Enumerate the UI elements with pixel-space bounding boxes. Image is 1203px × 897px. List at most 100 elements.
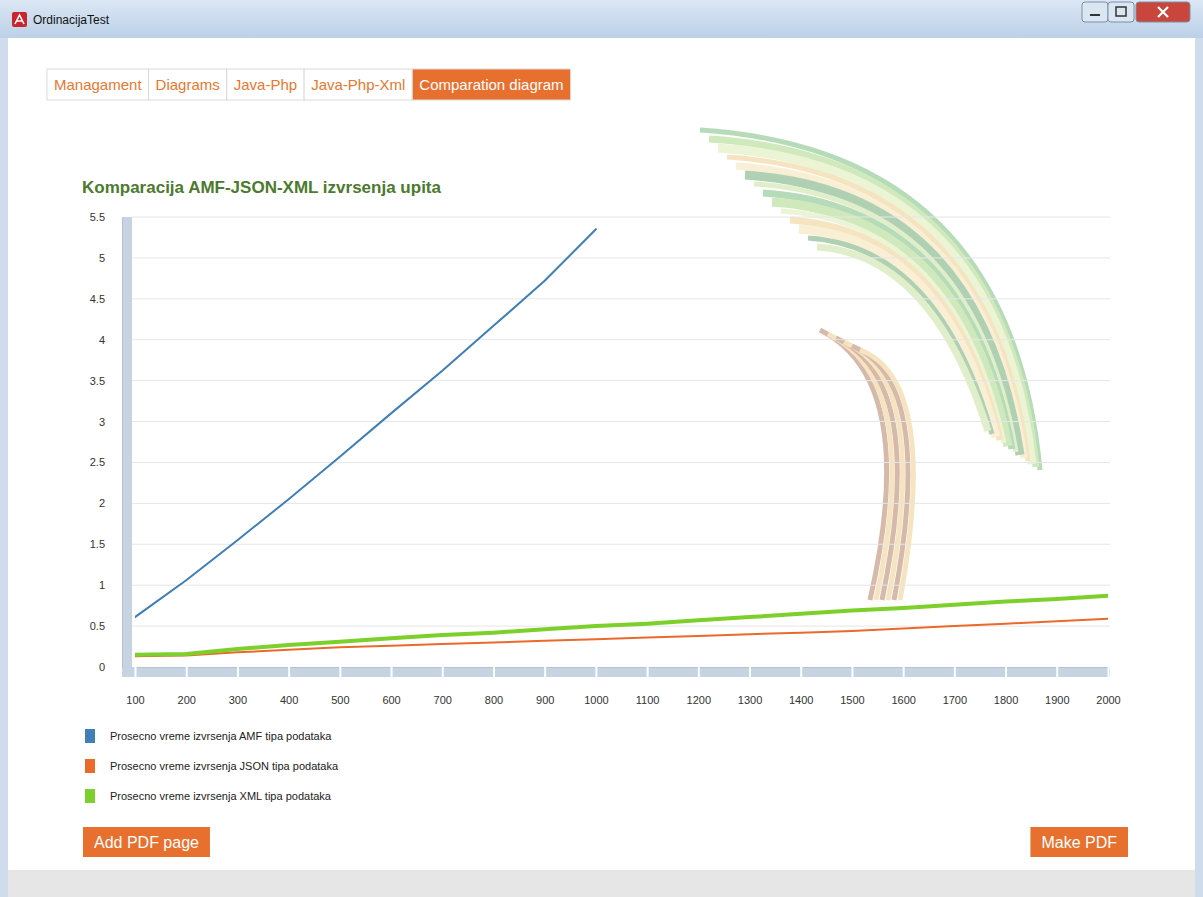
x-axis-line	[136, 667, 1109, 668]
grid-line	[132, 339, 1110, 340]
y-axis-bar	[122, 217, 132, 677]
tab-label[interactable]: Managament	[54, 76, 142, 93]
swirl	[860, 350, 913, 600]
close-button[interactable]	[1136, 2, 1190, 22]
y-tick-label: 5.5	[90, 211, 105, 223]
x-tick: 400	[280, 667, 298, 706]
maximize-button[interactable]	[1108, 2, 1134, 22]
x-tick-mark	[391, 667, 393, 677]
minimize-button[interactable]	[1082, 2, 1108, 22]
tab-label[interactable]: Java-Php-Xml	[311, 76, 405, 93]
grid-line	[132, 257, 1110, 258]
x-tick: 300	[229, 667, 247, 706]
x-tick: 1600	[891, 667, 915, 706]
button-label[interactable]: Make PDF	[1041, 834, 1117, 851]
y-tick-label: 1	[99, 579, 105, 591]
x-tick-mark	[749, 667, 751, 677]
button-label[interactable]: Add PDF page	[94, 834, 199, 851]
swirl	[852, 346, 908, 600]
window-body	[0, 0, 1203, 897]
y-tick-label: 3.5	[90, 375, 105, 387]
button[interactable]: Make PDF	[1030, 827, 1128, 857]
legend-swatch	[85, 759, 95, 773]
tab-background[interactable]	[149, 69, 227, 100]
x-tick-label: 200	[178, 694, 196, 706]
window-border	[0, 38, 8, 897]
grid-line	[132, 380, 1110, 381]
y-tick-label: 4.5	[90, 293, 105, 305]
y-tick-label: 2	[99, 497, 105, 509]
tab[interactable]: Java-Php-Xml	[304, 69, 412, 100]
tab[interactable]: Diagrams	[149, 69, 227, 100]
x-tick-mark	[442, 667, 444, 677]
legend-swatch	[85, 789, 95, 803]
y-tick: 3.5	[90, 375, 122, 387]
tab[interactable]: Comparation diagram	[412, 69, 570, 100]
x-tick-label: 700	[434, 694, 452, 706]
x-tick-mark	[903, 667, 905, 677]
window-border	[1195, 38, 1203, 897]
tab-label[interactable]: Java-Php	[234, 76, 297, 93]
x-tick-label: 600	[382, 694, 400, 706]
x-tick-label: 900	[536, 694, 554, 706]
x-tick-mark	[647, 667, 649, 677]
x-tick: 600	[382, 667, 400, 706]
maximize-glyph	[1116, 7, 1126, 16]
x-tick-label: 1400	[789, 694, 813, 706]
x-tick: 200	[178, 667, 196, 706]
x-tick-mark	[544, 667, 546, 677]
tab-label[interactable]: Diagrams	[156, 76, 220, 93]
x-tick-label: 1500	[840, 694, 864, 706]
y-tick-label: 4	[99, 334, 105, 346]
grid-line	[132, 462, 1110, 463]
x-tick-mark	[851, 667, 853, 677]
x-tick: 1400	[789, 667, 813, 706]
y-tick-label: 1.5	[90, 538, 105, 550]
app-icon-glyph	[15, 15, 24, 24]
x-tick-label: 1200	[687, 694, 711, 706]
y-tick: 5.5	[90, 211, 122, 223]
x-tick-label: 1000	[584, 694, 608, 706]
button[interactable]: Add PDF page	[83, 827, 210, 857]
x-tick-mark	[595, 667, 597, 677]
tab-background[interactable]	[227, 69, 304, 100]
x-tick-label: 100	[126, 694, 144, 706]
x-tick: 1700	[943, 667, 967, 706]
x-tick-mark	[186, 667, 188, 677]
tab-label[interactable]: Comparation diagram	[419, 76, 563, 93]
x-tick: 800	[485, 667, 503, 706]
x-tick-mark	[1108, 667, 1110, 677]
x-tick: 1900	[1045, 667, 1069, 706]
grid	[132, 217, 1110, 626]
y-axis: 00.511.522.533.544.555.5	[90, 211, 123, 673]
x-tick: 1000	[584, 667, 608, 706]
x-tick-label: 1800	[994, 694, 1018, 706]
x-tick-mark	[1056, 667, 1058, 677]
tab[interactable]: Java-Php	[227, 69, 304, 100]
x-tick-mark	[339, 667, 341, 677]
swirl	[727, 157, 1028, 461]
y-tick: 4	[99, 334, 122, 346]
tab-background[interactable]	[412, 69, 570, 100]
button-background[interactable]	[83, 827, 210, 857]
tab-background[interactable]	[47, 69, 149, 100]
button-background[interactable]	[1030, 827, 1128, 857]
x-tick: 100	[126, 667, 144, 706]
app-icon	[12, 12, 27, 27]
grid-line	[132, 298, 1110, 299]
y-tick-label: 5	[99, 252, 105, 264]
x-tick: 700	[434, 667, 452, 706]
swirl	[718, 148, 1032, 464]
title-bar	[0, 0, 1203, 38]
x-axis-bar	[122, 667, 1110, 677]
tab[interactable]: Managament	[47, 69, 149, 100]
minimize-glyph	[1090, 14, 1100, 16]
close-glyph	[1158, 7, 1168, 17]
tab-background[interactable]	[304, 69, 412, 100]
grid-line	[132, 503, 1110, 504]
x-tick: 1800	[994, 667, 1018, 706]
grid-line	[132, 421, 1110, 422]
x-tick-label: 1900	[1045, 694, 1069, 706]
x-tick-label: 800	[485, 694, 503, 706]
x-tick-mark	[237, 667, 239, 677]
